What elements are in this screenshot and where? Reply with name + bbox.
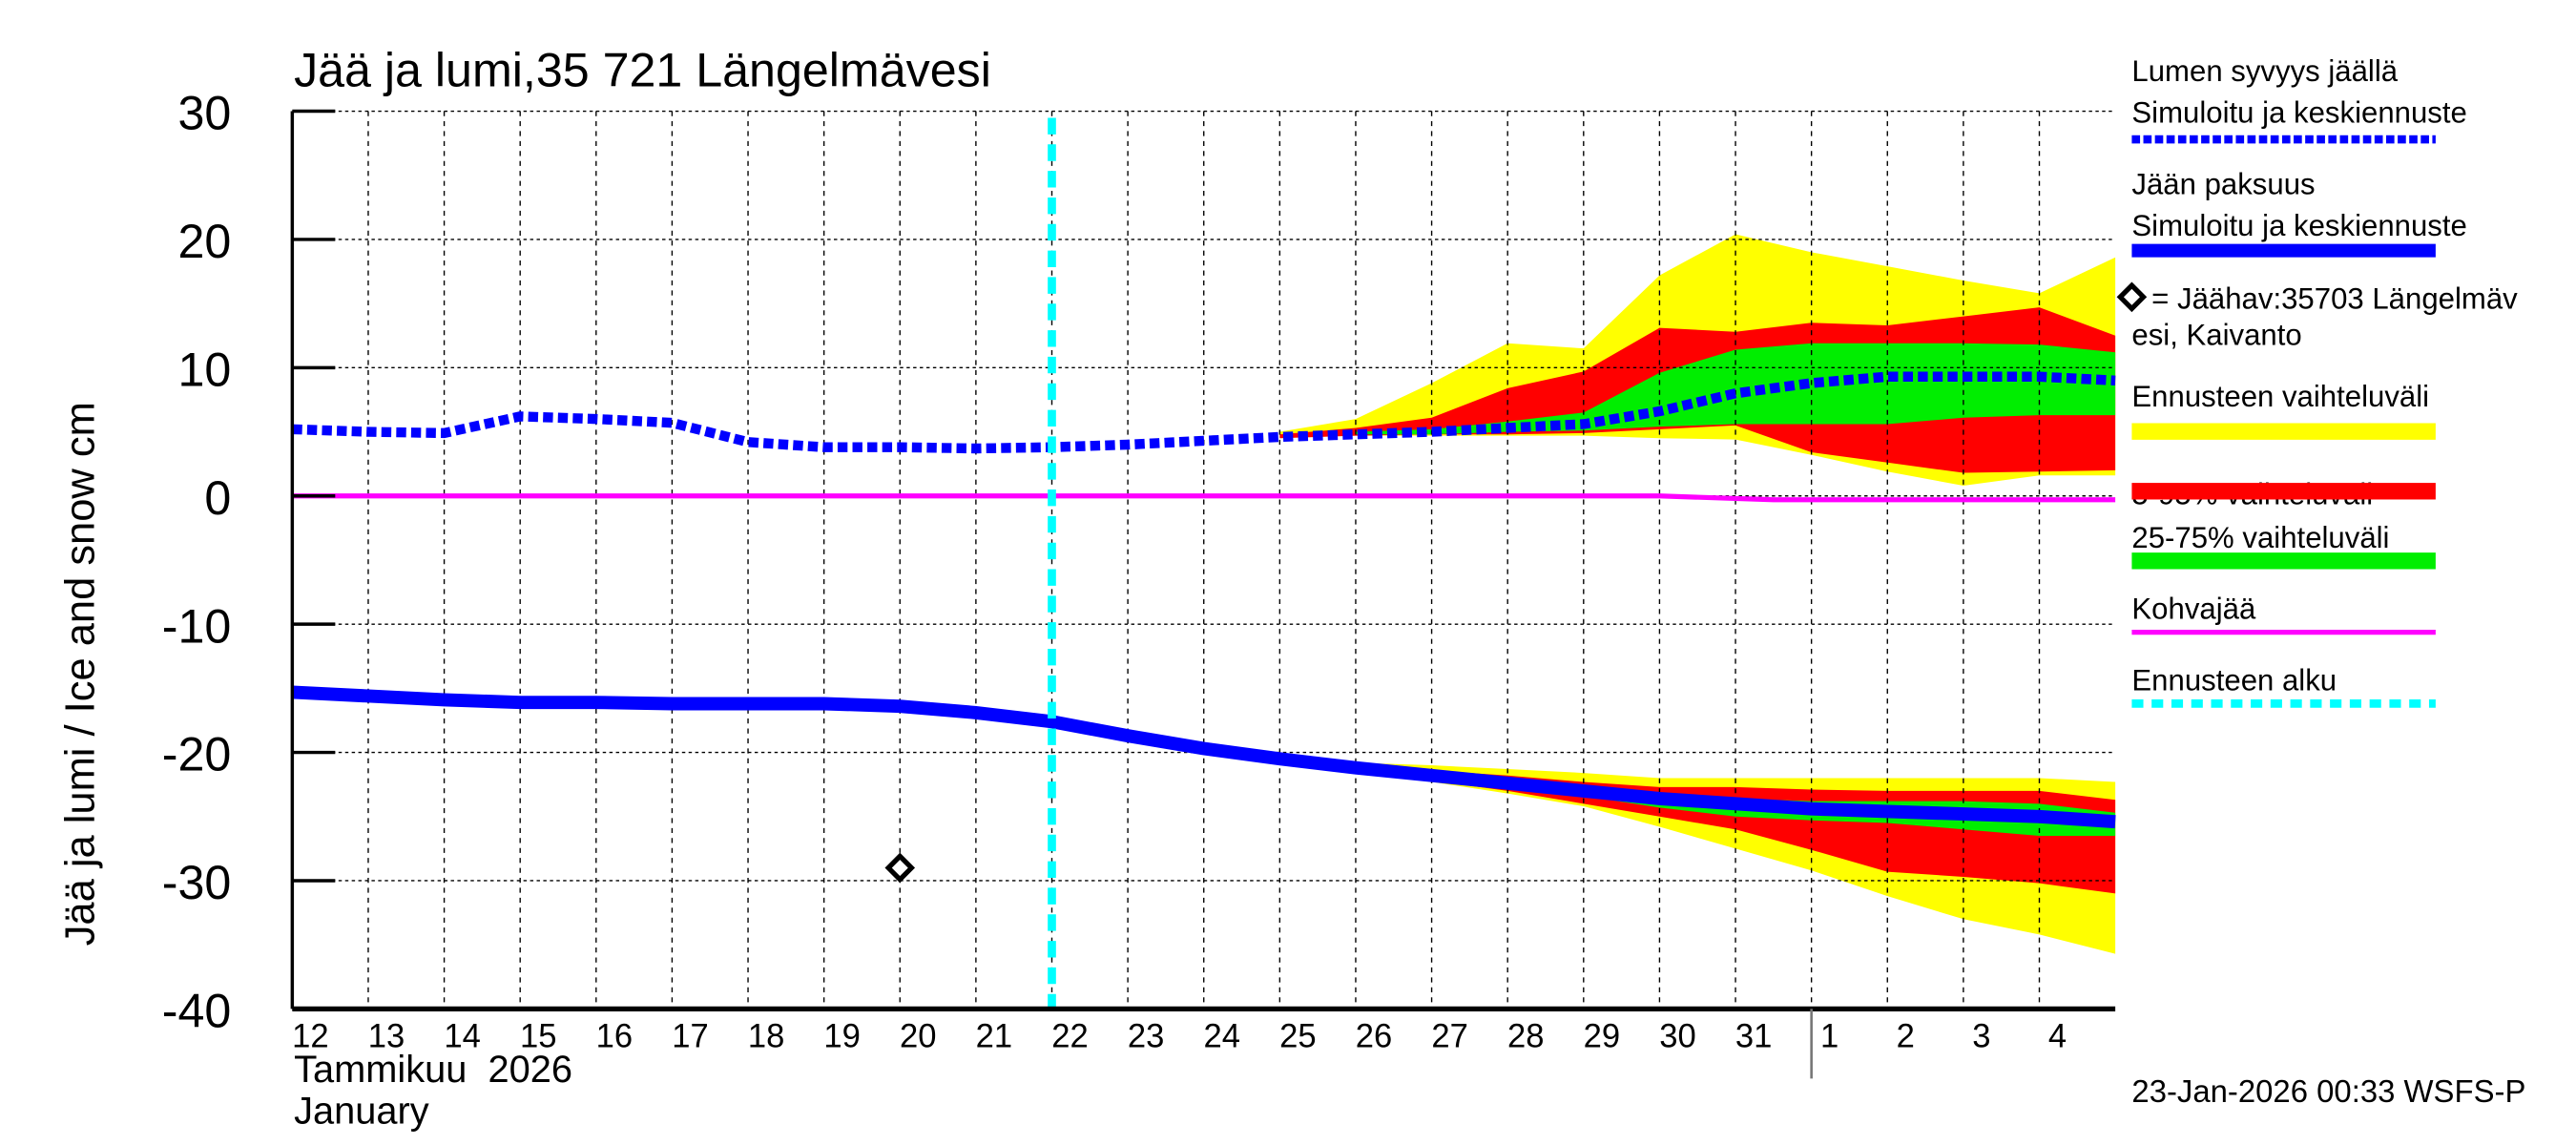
- x-tick-label: 27: [1431, 1018, 1468, 1054]
- legend-label: Kohvajää: [2131, 593, 2256, 626]
- legend: Lumen syvyys jäällä Simuloitu ja keskienn…: [2116, 54, 2518, 708]
- x-tick-label: 14: [444, 1018, 481, 1054]
- legend-label: Ennusteen alku: [2131, 663, 2337, 697]
- legend-swatch-5-95: [2131, 483, 2436, 500]
- y-axis-label: Jää ja lumi / Ice and snow cm: [58, 402, 104, 946]
- x-tick-label: 23: [1128, 1018, 1165, 1054]
- x-tick-label: 25: [1279, 1018, 1317, 1054]
- y-tick-label: 10: [177, 342, 231, 396]
- x-tick-label: 30: [1659, 1018, 1696, 1054]
- y-tick-label: 0: [204, 470, 231, 525]
- x-tick-label: 31: [1735, 1018, 1773, 1054]
- legend-item: Kohvajää: [2131, 593, 2436, 635]
- x-tick-label: 29: [1584, 1018, 1621, 1054]
- legend-label: Simuloitu ja keskiennuste: [2131, 209, 2466, 242]
- x-tick-label: 24: [1204, 1018, 1241, 1054]
- x-axis-month-label: Tammikuu 2026: [294, 1049, 572, 1091]
- y-tick-label: -20: [162, 727, 232, 781]
- timestamp: 23-Jan-2026 00:33 WSFS-P: [2131, 1073, 2525, 1109]
- legend-item: 25-75% vaihteluväli: [2131, 521, 2436, 570]
- legend-item: = Jäähav:35703 Längelmäv esi, Kaivanto: [2116, 281, 2518, 352]
- snow-range-25-75-band: [1355, 343, 2116, 435]
- legend-label: Lumen syvyys jäällä: [2131, 54, 2398, 88]
- legend-swatch-25-75: [2131, 552, 2436, 570]
- legend-label: Ennusteen vaihteluväli: [2131, 380, 2429, 413]
- x-tick-label: 17: [672, 1018, 709, 1054]
- legend-label: Jään paksuus: [2131, 167, 2315, 200]
- legend-item: Lumen syvyys jäällä Simuloitu ja keskienn…: [2131, 54, 2467, 144]
- x-tick-label: 21: [976, 1018, 1013, 1054]
- legend-label: 25-75% vaihteluväli: [2131, 521, 2389, 554]
- y-tick-label: -40: [162, 983, 232, 1037]
- legend-swatch-observation: [2116, 281, 2148, 313]
- x-tick-label: 2: [1897, 1018, 1915, 1054]
- legend-item: 5-95% vaihteluväli: [2131, 478, 2436, 511]
- x-tick-label: 18: [748, 1018, 785, 1054]
- x-tick-label: 19: [823, 1018, 861, 1054]
- ice-thickness-line: [291, 685, 2116, 829]
- y-tick-label: 20: [177, 214, 231, 268]
- x-tick-label: 1: [1820, 1018, 1839, 1054]
- legend-label: Simuloitu ja keskiennuste: [2131, 96, 2466, 130]
- legend-swatch-full-range: [2131, 423, 2436, 440]
- snow-depth-line: [292, 371, 2116, 454]
- x-tick-label: 15: [520, 1018, 557, 1054]
- x-tick-label: 3: [1972, 1018, 1990, 1054]
- x-tick-label: 26: [1356, 1018, 1393, 1054]
- legend-item: Ennusteen vaihteluväli: [2131, 380, 2436, 440]
- x-tick-label: 16: [596, 1018, 634, 1054]
- slush-ice-line: [292, 493, 2116, 503]
- x-tick-label: 12: [292, 1018, 329, 1054]
- y-tick-label: -10: [162, 598, 232, 653]
- observation-marker: [884, 852, 916, 884]
- chart-title: Jää ja lumi,35 721 Längelmävesi: [294, 42, 991, 96]
- legend-item: Jään paksuus Simuloitu ja keskiennuste: [2131, 167, 2467, 258]
- x-tick-label: 22: [1051, 1018, 1089, 1054]
- x-tick-label: 13: [368, 1018, 405, 1054]
- x-tick-label: 28: [1507, 1018, 1545, 1054]
- legend-item: Ennusteen alku: [2131, 663, 2436, 708]
- x-tick-label: 4: [2048, 1018, 2067, 1054]
- x-tick-label: 20: [900, 1018, 937, 1054]
- legend-label: = Jäähav:35703 Längelmäv: [2151, 281, 2518, 315]
- y-tick-label: 30: [177, 86, 231, 140]
- y-tick-label: -30: [162, 855, 232, 909]
- x-axis-month-label-en: January: [294, 1090, 429, 1132]
- legend-label: esi, Kaivanto: [2131, 319, 2301, 352]
